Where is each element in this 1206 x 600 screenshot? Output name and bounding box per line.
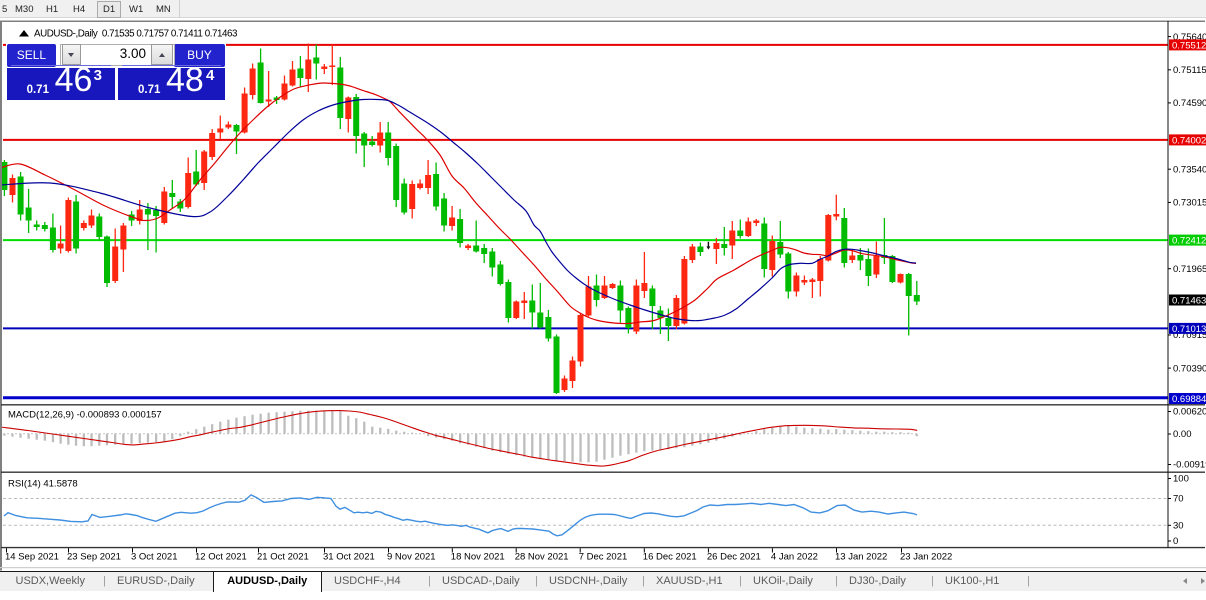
svg-text:-0.00919: -0.00919	[1173, 460, 1206, 471]
svg-text:AUDUSD-,Daily 0.71535 0.71757: AUDUSD-,Daily 0.71535 0.71757 0.71411 0.…	[34, 29, 238, 40]
svg-text:0.00: 0.00	[1173, 429, 1192, 440]
svg-text:0.75512: 0.75512	[1172, 40, 1206, 51]
svg-text:21 Oct 2021: 21 Oct 2021	[257, 552, 309, 563]
svg-text:23 Jan 2022: 23 Jan 2022	[900, 552, 952, 563]
svg-text:0.75115: 0.75115	[1173, 65, 1206, 76]
svg-text:70: 70	[1173, 494, 1184, 505]
svg-text:RSI(14) 41.5878: RSI(14) 41.5878	[8, 479, 78, 490]
svg-text:4 Jan 2022: 4 Jan 2022	[771, 552, 818, 563]
svg-text:0.71013: 0.71013	[1172, 324, 1206, 335]
svg-text:0.74590: 0.74590	[1173, 98, 1206, 109]
svg-text:100: 100	[1173, 474, 1189, 485]
svg-text:0.73015: 0.73015	[1173, 198, 1206, 209]
svg-text:0.71965: 0.71965	[1173, 264, 1206, 275]
svg-text:3 Oct 2021: 3 Oct 2021	[131, 552, 177, 563]
svg-text:26 Dec 2021: 26 Dec 2021	[707, 552, 761, 563]
svg-text:0.74002: 0.74002	[1172, 135, 1206, 146]
svg-text:30: 30	[1173, 521, 1184, 532]
svg-text:13 Jan 2022: 13 Jan 2022	[835, 552, 887, 563]
svg-text:28 Nov 2021: 28 Nov 2021	[515, 552, 569, 563]
svg-text:0: 0	[1173, 536, 1178, 547]
svg-text:31 Oct 2021: 31 Oct 2021	[323, 552, 375, 563]
svg-text:MACD(12,26,9) -0.000893 0.0001: MACD(12,26,9) -0.000893 0.000157	[8, 410, 162, 421]
svg-text:0.73540: 0.73540	[1173, 164, 1206, 175]
svg-text:23 Sep 2021: 23 Sep 2021	[67, 552, 121, 563]
svg-text:0.69884: 0.69884	[1172, 394, 1206, 405]
svg-text:0.006201: 0.006201	[1173, 407, 1206, 418]
svg-text:12 Oct 2021: 12 Oct 2021	[195, 552, 247, 563]
svg-text:7 Dec 2021: 7 Dec 2021	[579, 552, 628, 563]
svg-text:14 Sep 2021: 14 Sep 2021	[5, 552, 59, 563]
svg-text:9 Nov 2021: 9 Nov 2021	[387, 552, 436, 563]
svg-text:0.70390: 0.70390	[1173, 363, 1206, 374]
svg-text:0.71463: 0.71463	[1172, 295, 1206, 306]
svg-text:18 Nov 2021: 18 Nov 2021	[451, 552, 505, 563]
svg-text:16 Dec 2021: 16 Dec 2021	[643, 552, 697, 563]
svg-text:0.72412: 0.72412	[1172, 236, 1206, 247]
